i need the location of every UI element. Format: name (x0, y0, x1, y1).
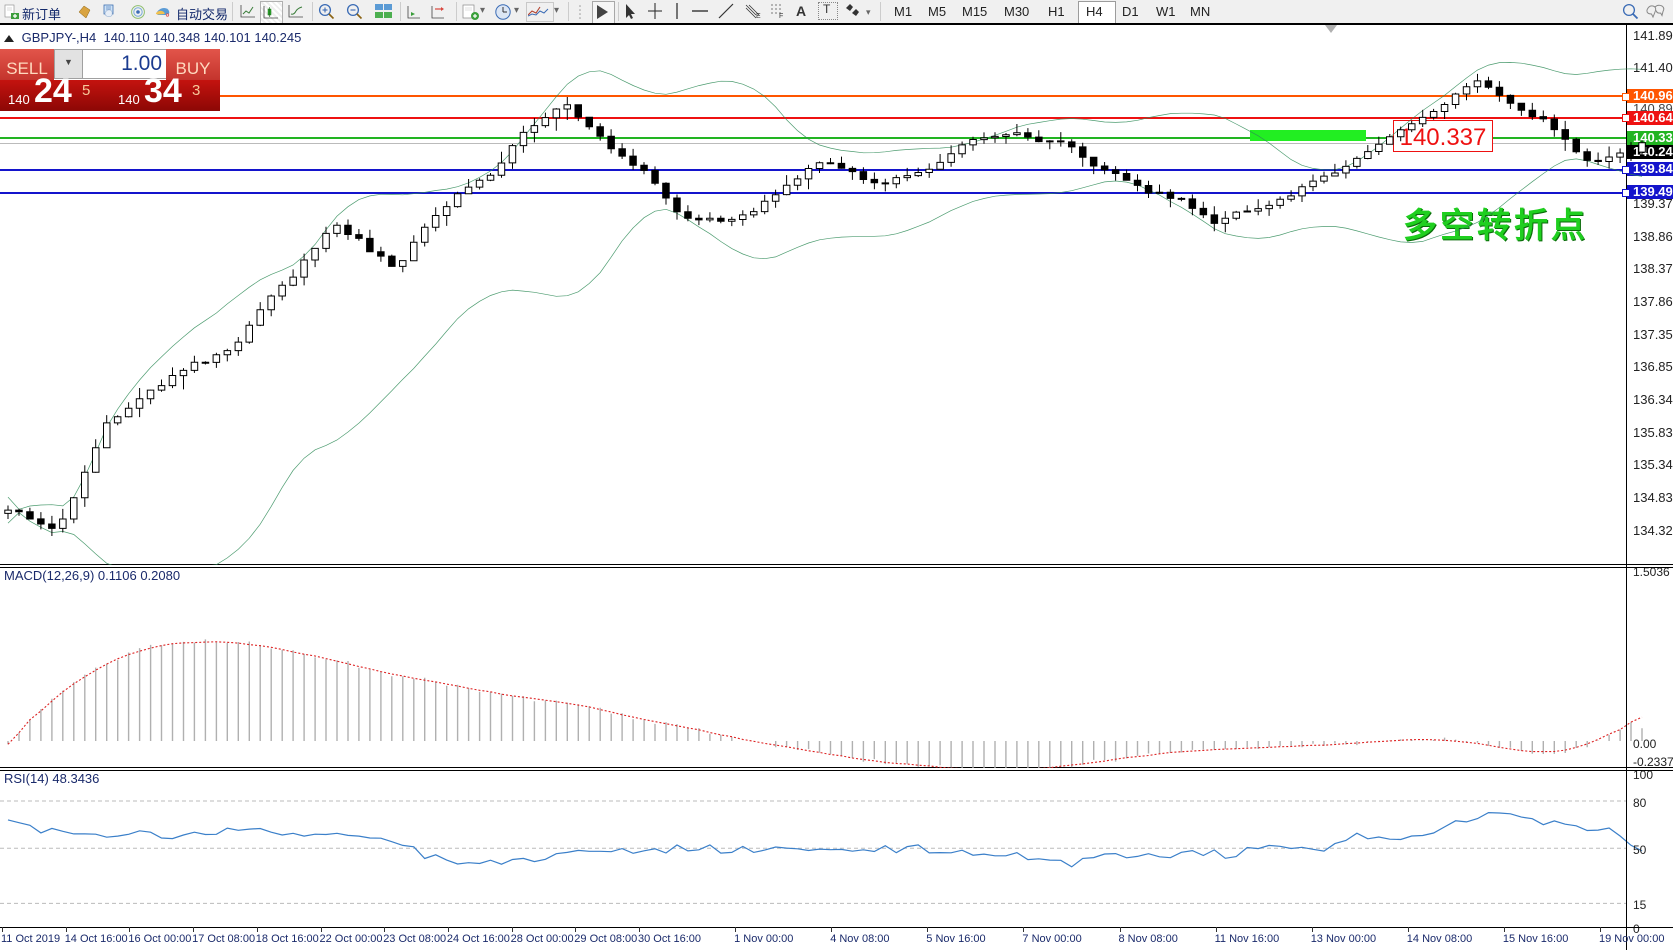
svg-text:E: E (756, 13, 761, 19)
svg-text:F: F (779, 13, 783, 19)
